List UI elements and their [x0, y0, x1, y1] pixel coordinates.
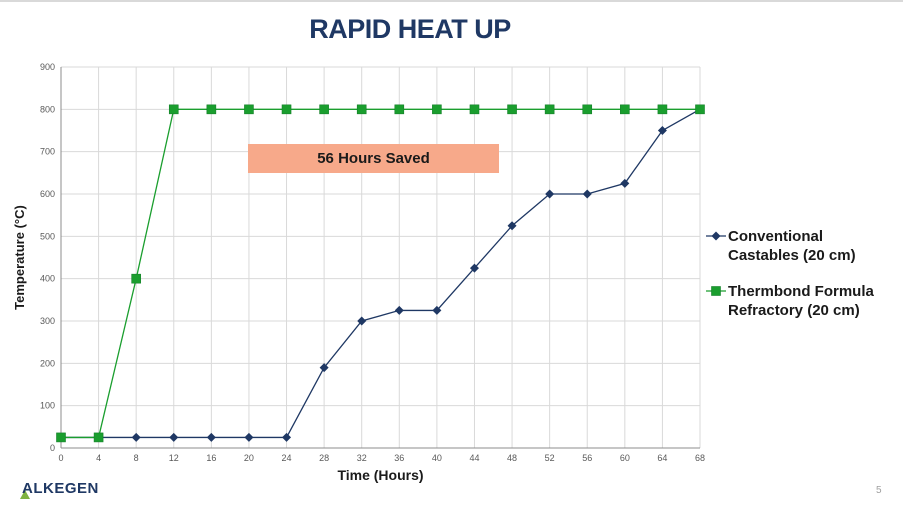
y-tick-label: 100	[40, 401, 55, 411]
data-point-diamond	[545, 189, 555, 199]
hours-saved-callout: 56 Hours Saved	[248, 144, 499, 173]
data-point-square	[620, 104, 630, 115]
x-tick-label: 68	[695, 453, 705, 463]
legend-item-thermbond: Thermbond Formula Refractory (20 cm)	[706, 282, 901, 320]
chart-legend: Conventional Castables (20 cm) Thermbond…	[706, 227, 901, 337]
data-point-diamond	[357, 316, 367, 326]
top-rule	[0, 0, 903, 2]
x-tick-label: 20	[244, 453, 254, 463]
x-tick-label: 40	[432, 453, 442, 463]
x-axis-label: Time (Hours)	[337, 467, 423, 483]
y-tick-label: 800	[40, 104, 55, 114]
data-point-square	[56, 432, 66, 443]
data-point-diamond	[469, 263, 479, 273]
data-point-diamond	[282, 432, 292, 442]
data-point-diamond	[394, 305, 404, 315]
legend-label-line-2: Castables (20 cm)	[728, 247, 856, 264]
y-tick-label: 700	[40, 147, 55, 157]
chart-series-lines	[61, 108, 701, 439]
series-line-1	[61, 108, 700, 439]
data-point-square	[244, 104, 254, 115]
chart-series-markers	[56, 104, 705, 443]
data-point-square	[544, 104, 555, 115]
data-point-square	[432, 104, 442, 115]
data-point-diamond	[432, 305, 442, 315]
y-tick-label: 400	[40, 274, 55, 284]
x-tick-label: 24	[282, 453, 292, 463]
y-tick-label: 500	[40, 231, 55, 241]
company-logo: ALKEGEN	[22, 480, 99, 497]
chart-grid	[61, 66, 701, 448]
data-point-square	[168, 104, 179, 115]
x-tick-label: 48	[507, 453, 517, 463]
data-point-diamond	[620, 178, 630, 188]
legend-label-line-1: Thermbond Formula	[728, 283, 874, 300]
data-point-square	[93, 432, 104, 443]
data-point-square	[657, 104, 668, 115]
legend-label-line-1: Conventional	[728, 228, 824, 245]
x-tick-label: 52	[545, 453, 555, 463]
data-point-square	[394, 104, 405, 115]
x-tick-label: 4	[96, 453, 101, 463]
square-marker-icon	[706, 286, 726, 296]
slide-title: RAPID HEAT UP	[309, 14, 511, 44]
legend-item-conventional: Conventional Castables (20 cm)	[706, 227, 901, 265]
data-point-square	[469, 104, 480, 115]
x-tick-label: 44	[469, 453, 479, 463]
data-point-square	[206, 104, 217, 115]
chart-axes	[60, 67, 700, 449]
x-tick-label: 12	[169, 453, 179, 463]
data-point-square	[281, 104, 292, 115]
legend-label-line-2: Refractory (20 cm)	[728, 302, 860, 319]
x-tick-label: 60	[620, 453, 630, 463]
data-point-square	[131, 273, 141, 284]
x-tick-label: 8	[134, 453, 139, 463]
y-tick-label: 300	[40, 316, 55, 326]
data-point-square	[582, 104, 593, 115]
data-point-square	[695, 104, 705, 115]
y-tick-label: 200	[40, 358, 55, 368]
series-line-0	[61, 108, 701, 439]
diamond-marker-icon	[706, 231, 726, 241]
data-point-square	[356, 104, 367, 115]
data-point-square	[319, 104, 329, 115]
callout-text: 56 Hours Saved	[317, 150, 430, 167]
x-tick-label: 0	[58, 453, 63, 463]
x-tick-label: 32	[357, 453, 367, 463]
data-point-diamond	[582, 189, 592, 199]
x-tick-label: 16	[206, 453, 216, 463]
data-point-square	[507, 104, 517, 115]
y-tick-label: 0	[50, 443, 55, 453]
data-point-diamond	[169, 432, 179, 442]
data-point-diamond	[244, 432, 254, 442]
y-tick-label: 900	[40, 62, 55, 72]
page-number: 5	[876, 485, 882, 496]
y-tick-label: 600	[40, 189, 55, 199]
y-axis-label: Temperature (°C)	[12, 205, 27, 310]
data-point-diamond	[657, 126, 667, 135]
x-tick-label: 36	[394, 453, 404, 463]
logo-accent-icon	[20, 490, 30, 499]
data-point-diamond	[319, 363, 329, 373]
x-tick-label: 28	[319, 453, 329, 463]
data-point-diamond	[131, 432, 141, 442]
x-tick-label: 56	[582, 453, 592, 463]
data-point-diamond	[206, 432, 216, 442]
x-tick-label: 64	[657, 453, 667, 463]
data-point-diamond	[507, 221, 517, 231]
